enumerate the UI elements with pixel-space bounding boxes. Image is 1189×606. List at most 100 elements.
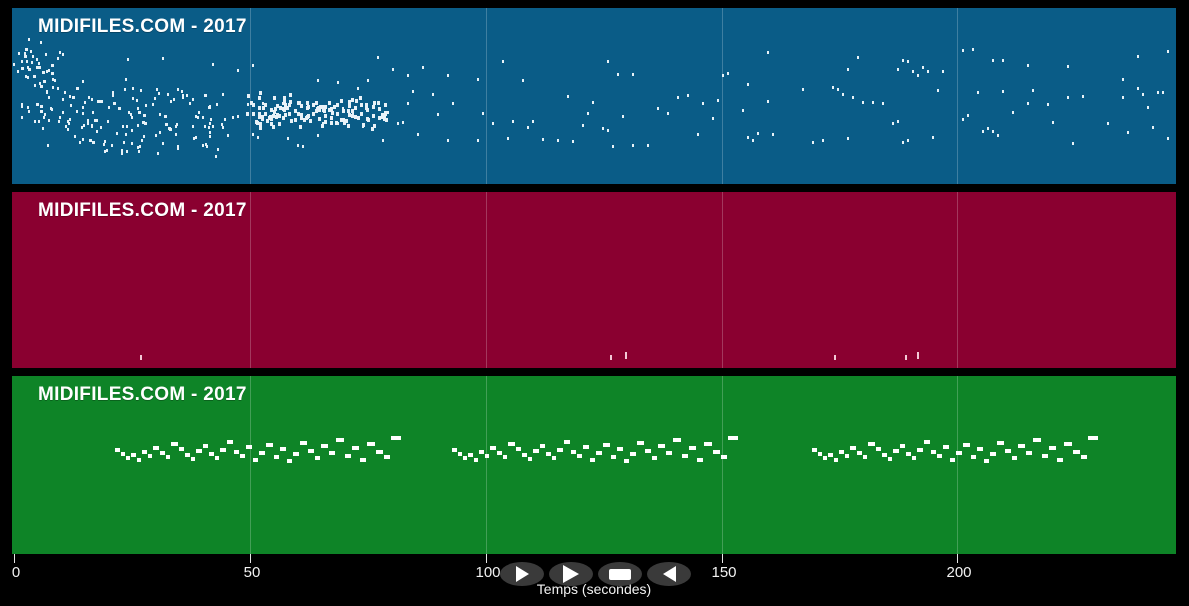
midi-note: [153, 446, 159, 450]
midi-note: [28, 110, 30, 113]
midi-note: [282, 107, 285, 111]
track-panel-3[interactable]: MIDIFILES.COM - 2017: [12, 376, 1176, 554]
midi-note: [286, 106, 289, 110]
midi-note: [40, 110, 43, 113]
midi-note: [170, 100, 172, 103]
stop-button[interactable]: [598, 562, 642, 586]
midi-note: [583, 445, 589, 449]
rewind-icon: [662, 566, 676, 582]
midi-note: [83, 124, 85, 127]
midi-note: [932, 136, 934, 139]
midi-note: [333, 105, 336, 109]
midi-note: [139, 145, 141, 148]
midi-note: [293, 452, 299, 456]
midi-note: [336, 112, 339, 116]
midi-note: [155, 134, 157, 137]
midi-note: [474, 458, 478, 462]
midi-note: [162, 57, 164, 60]
midi-note: [527, 126, 529, 129]
midi-note: [264, 112, 267, 116]
rewind-button[interactable]: [647, 562, 691, 586]
midi-note: [252, 103, 255, 107]
axis-tick: [14, 554, 15, 563]
fast-forward-button[interactable]: [549, 562, 593, 586]
midi-note: [130, 113, 132, 116]
midi-note: [227, 440, 233, 444]
midi-note: [294, 109, 297, 113]
midi-note: [897, 120, 899, 123]
midi-note: [62, 111, 64, 114]
midi-note: [834, 355, 836, 360]
midi-note: [432, 93, 434, 96]
midi-note: [89, 139, 92, 142]
midi-note: [118, 107, 121, 110]
midi-note: [567, 95, 569, 98]
midi-note: [159, 131, 161, 134]
midi-note: [354, 106, 357, 110]
midi-note: [354, 115, 357, 119]
axis-tick: [486, 554, 487, 563]
midi-note: [997, 441, 1004, 445]
midi-note: [209, 135, 211, 138]
midi-note: [377, 56, 379, 59]
midi-note: [79, 141, 81, 144]
midi-note: [122, 125, 124, 128]
midi-note: [365, 103, 368, 107]
midi-note: [92, 111, 94, 114]
midi-note: [360, 458, 366, 462]
midi-note: [177, 88, 179, 91]
midi-note: [1122, 96, 1124, 99]
midi-note: [742, 109, 744, 112]
midi-note: [767, 51, 769, 54]
midi-note: [962, 118, 964, 121]
midi-note: [902, 141, 904, 144]
midi-note: [87, 122, 89, 125]
midi-note: [479, 450, 484, 454]
midi-note: [131, 116, 133, 119]
midi-note: [1072, 142, 1074, 145]
midi-note: [220, 448, 226, 452]
midi-note: [40, 85, 43, 88]
midi-note: [177, 147, 179, 150]
midi-note: [1002, 90, 1004, 93]
midi-note: [112, 91, 114, 94]
midi-note: [104, 150, 106, 153]
midi-note: [582, 124, 584, 127]
gridline: [722, 376, 723, 554]
midi-note: [42, 71, 45, 74]
midi-note: [270, 117, 273, 121]
midi-note: [384, 103, 387, 107]
midi-note: [167, 93, 169, 96]
midi-note: [348, 113, 351, 117]
midi-note: [82, 112, 84, 115]
midi-note: [624, 459, 629, 463]
midi-note: [266, 443, 273, 447]
midi-note: [367, 442, 375, 446]
midi-note: [376, 450, 383, 454]
midi-note: [924, 440, 930, 444]
midi-note: [57, 57, 59, 60]
midi-note: [237, 69, 239, 72]
midi-note: [154, 97, 156, 100]
midi-note: [224, 118, 226, 121]
midi-note: [44, 113, 46, 116]
midi-note: [912, 70, 914, 73]
play-button[interactable]: [500, 562, 544, 586]
midi-note: [48, 69, 50, 72]
midi-note: [1027, 64, 1029, 67]
midi-note: [417, 133, 419, 136]
track-panel-1[interactable]: MIDIFILES.COM - 2017: [12, 8, 1176, 184]
midi-note: [352, 112, 354, 115]
midi-note: [323, 109, 326, 113]
midi-note: [24, 55, 27, 58]
midi-note: [387, 111, 389, 114]
midi-note: [351, 98, 354, 102]
midi-note: [329, 451, 335, 455]
track-panel-2[interactable]: MIDIFILES.COM - 2017: [12, 192, 1176, 368]
midi-note: [637, 441, 644, 445]
midi-note: [27, 106, 29, 109]
midi-note: [162, 142, 164, 145]
midi-note: [31, 61, 33, 64]
midi-note: [384, 455, 390, 459]
midi-note: [962, 49, 964, 52]
